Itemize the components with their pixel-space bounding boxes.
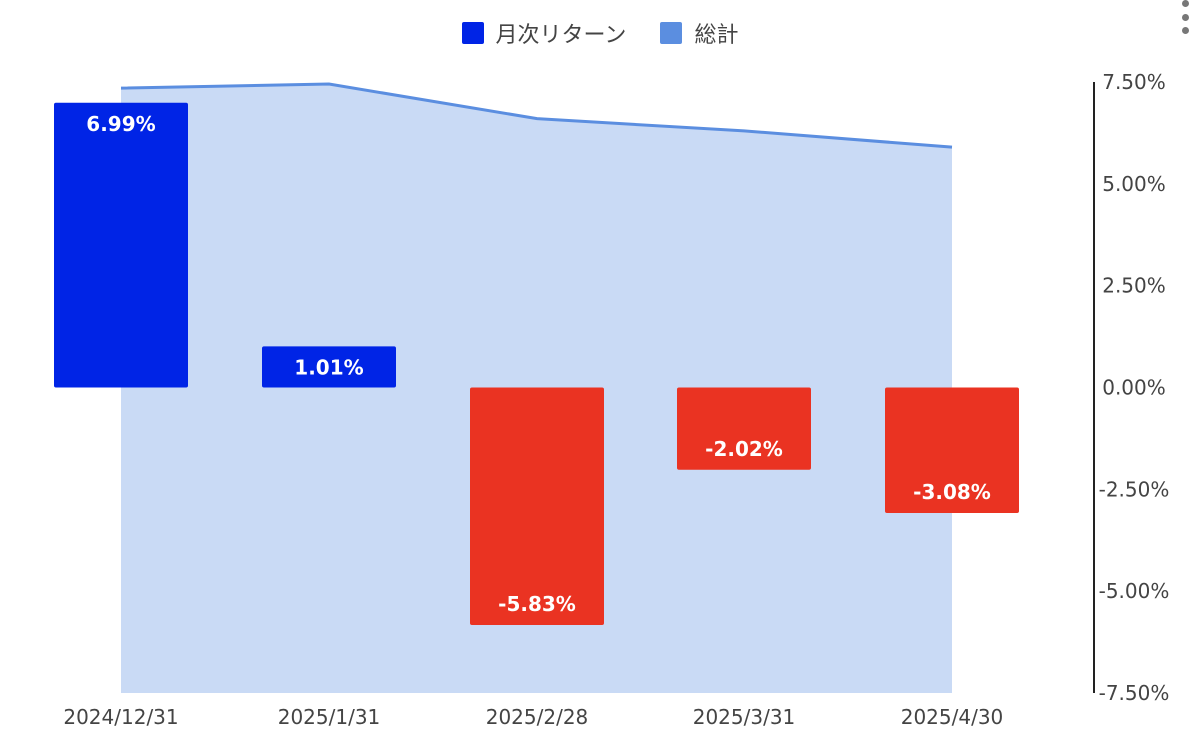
x-tick-label: 2025/2/28 xyxy=(486,705,589,729)
y-tick-label: 2.50% xyxy=(1102,274,1166,298)
data-label: -5.83% xyxy=(498,592,576,616)
y-tick-label: 5.00% xyxy=(1102,172,1166,196)
x-tick-label: 2024/12/31 xyxy=(63,705,178,729)
data-label: 1.01% xyxy=(294,355,363,379)
total-line xyxy=(120,82,953,149)
data-label: 6.99% xyxy=(86,112,155,136)
legend-item-monthly-return[interactable]: 月次リターン xyxy=(461,17,627,49)
y-tick-label: -5.00% xyxy=(1099,579,1170,603)
legend-item-total[interactable]: 総計 xyxy=(660,17,738,49)
menu-dot xyxy=(1181,27,1189,34)
y-tick-label: 7.50% xyxy=(1102,70,1166,94)
bar-2025/3/31 xyxy=(677,387,811,470)
legend-label-total: 総計 xyxy=(694,23,739,48)
menu-dot xyxy=(1181,0,1189,7)
more-vert-icon[interactable] xyxy=(1178,0,1192,34)
y-tick-label: -2.50% xyxy=(1099,477,1170,501)
x-tick-label: 2025/1/31 xyxy=(278,705,381,729)
x-tick-label: 2025/3/31 xyxy=(693,705,796,729)
bar-2025/2/28 xyxy=(470,387,604,625)
x-tick-label: 2025/4/30 xyxy=(901,705,1004,729)
bar-2025/4/30 xyxy=(885,387,1019,513)
y-tick-label: 0.00% xyxy=(1102,376,1166,400)
data-label: -2.02% xyxy=(705,437,783,461)
legend-label-monthly-return: 月次リターン xyxy=(495,23,627,48)
legend: 月次リターン 総計 xyxy=(0,16,1200,50)
bar-2024/12/31 xyxy=(54,102,188,388)
legend-swatch-monthly-return xyxy=(461,22,484,44)
menu-dot xyxy=(1181,13,1189,21)
data-label: -3.08% xyxy=(913,480,991,504)
y-tick-label: -7.50% xyxy=(1099,681,1170,705)
bar-2025/1/31 xyxy=(262,346,396,388)
legend-swatch-total xyxy=(660,22,683,44)
